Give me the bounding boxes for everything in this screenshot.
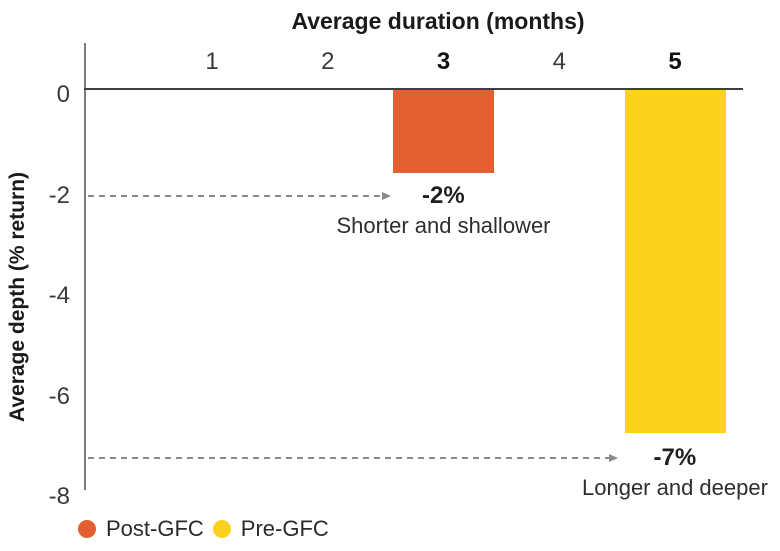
x-axis-title: Average duration (months) <box>291 8 585 34</box>
bar-pre-gfc <box>624 90 726 434</box>
x-axis-tick-label-2: 2 <box>321 48 335 75</box>
arrow-head-icon-0 <box>382 192 392 201</box>
y-axis-line <box>84 43 86 490</box>
legend-swatch-pre-gfc-icon <box>212 520 231 538</box>
y-axis-tick-label--8: -8 <box>48 483 70 510</box>
x-axis-tick-label-4: 4 <box>552 48 566 75</box>
legend-swatch-post-gfc-icon <box>78 520 96 538</box>
bar-value-label-pre-gfc: -7% <box>653 443 697 471</box>
y-axis-tick-label--6: -6 <box>48 382 70 410</box>
x-axis-tick-label-3: 3 <box>436 48 451 75</box>
legend-item-post-gfc: Post-GFC <box>78 516 204 542</box>
y-axis-tick-label-0: 0 <box>56 81 70 108</box>
x-axis-zero-line <box>84 88 743 90</box>
bar-annotation-pre-gfc: Longer and deeper <box>582 474 768 500</box>
dashed-arrow-line-1 <box>88 456 610 459</box>
bar-post-gfc <box>393 90 494 173</box>
y-axis-tick-label--4: -4 <box>48 282 70 309</box>
bar-annotation-post-gfc: Shorter and shallower <box>336 213 551 239</box>
arrow-head-icon-1 <box>609 453 619 462</box>
legend-label-post-gfc: Post-GFC <box>106 516 204 541</box>
y-axis-tick-label--2: -2 <box>48 181 70 209</box>
x-axis-tick-label-5: 5 <box>668 48 682 75</box>
legend-label-pre-gfc: Pre-GFC <box>240 516 329 541</box>
dashed-arrow-line-0 <box>88 195 383 198</box>
bar-value-label-post-gfc: -2% <box>422 182 465 210</box>
legend-item-pre-gfc: Pre-GFC <box>212 516 329 542</box>
legend: Post-GFC Pre-GFC <box>78 516 329 542</box>
x-axis-tick-label-1: 1 <box>205 48 219 75</box>
